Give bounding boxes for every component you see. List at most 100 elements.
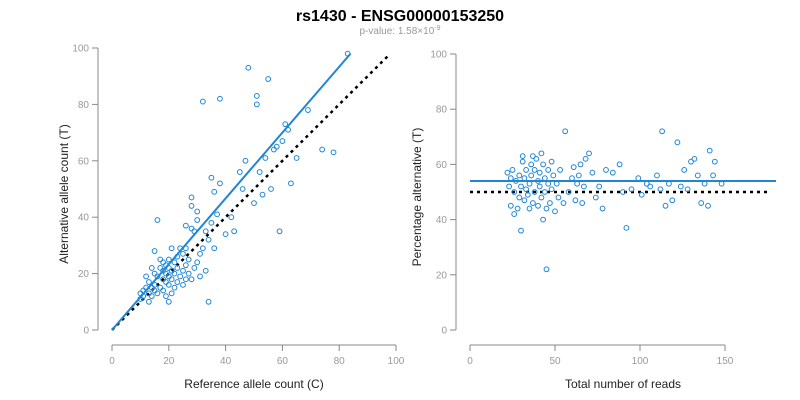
data-point xyxy=(276,228,283,235)
data-point xyxy=(208,174,215,181)
data-point xyxy=(603,167,609,173)
data-point xyxy=(279,138,286,144)
data-point xyxy=(684,186,691,193)
data-point xyxy=(171,270,178,277)
data-point xyxy=(242,157,249,164)
data-point xyxy=(163,293,169,300)
data-point xyxy=(666,180,672,187)
data-point xyxy=(177,245,184,252)
data-point xyxy=(519,153,526,160)
data-point xyxy=(194,217,201,223)
x-tick-label: 100 xyxy=(388,356,405,367)
data-point xyxy=(511,211,518,217)
reference-line xyxy=(111,55,389,331)
data-point xyxy=(253,101,260,108)
data-point xyxy=(163,279,169,285)
data-point xyxy=(698,200,705,206)
data-point xyxy=(180,250,186,257)
data-point xyxy=(511,189,518,195)
data-point xyxy=(168,245,175,252)
data-point xyxy=(643,180,650,187)
data-point xyxy=(635,175,642,182)
data-point xyxy=(194,259,201,266)
data-point xyxy=(518,227,524,234)
x-tick-label: 150 xyxy=(717,356,734,367)
y-tick-label: 100 xyxy=(72,44,89,55)
data-point xyxy=(273,143,280,150)
data-point xyxy=(677,183,684,190)
data-point xyxy=(523,167,529,173)
data-point xyxy=(174,253,181,260)
data-point xyxy=(185,256,192,263)
y-axis-label: Percentage alternative (T) xyxy=(410,128,424,267)
data-point xyxy=(197,273,203,280)
data-point xyxy=(137,290,144,297)
data-point xyxy=(171,284,178,291)
data-point xyxy=(205,236,212,243)
data-point xyxy=(265,76,272,82)
data-point xyxy=(507,202,514,209)
data-point xyxy=(154,273,161,280)
p-value-text: p-value: 1.58×10 xyxy=(359,26,434,37)
data-point xyxy=(143,273,149,280)
data-point xyxy=(521,197,528,204)
data-point xyxy=(253,93,260,99)
data-point xyxy=(541,189,548,195)
data-point xyxy=(616,161,623,168)
data-point xyxy=(572,197,579,204)
data-point xyxy=(177,273,184,280)
fit-line xyxy=(111,52,352,331)
data-point xyxy=(589,169,596,176)
x-tick-label: 60 xyxy=(277,356,289,367)
y-axis-label: Alternative allele count (T) xyxy=(57,124,71,263)
data-point xyxy=(217,95,223,102)
data-point xyxy=(507,175,514,182)
data-point xyxy=(552,208,558,215)
data-point xyxy=(620,189,626,195)
data-point xyxy=(228,214,235,221)
data-point xyxy=(245,64,252,71)
data-point xyxy=(538,194,545,201)
data-point xyxy=(516,172,523,179)
data-point xyxy=(545,167,552,173)
data-point xyxy=(516,194,523,201)
data-point xyxy=(524,191,531,198)
data-point xyxy=(154,290,161,297)
data-point xyxy=(160,259,167,266)
data-point xyxy=(182,276,189,283)
p-value-exponent: -9 xyxy=(434,25,440,32)
data-point xyxy=(182,222,189,229)
data-point xyxy=(199,245,206,252)
y-tick-label: 20 xyxy=(436,270,448,281)
data-point xyxy=(157,265,164,271)
data-point xyxy=(165,298,172,305)
data-point xyxy=(211,245,218,252)
data-point xyxy=(319,146,326,153)
y-tick-label: 0 xyxy=(441,326,447,337)
data-point xyxy=(151,281,158,288)
data-point xyxy=(694,172,701,179)
data-point xyxy=(530,153,536,160)
data-point xyxy=(528,161,535,168)
data-point xyxy=(157,256,164,263)
data-point xyxy=(285,126,291,133)
data-point xyxy=(579,200,586,206)
data-point xyxy=(681,167,688,173)
data-point xyxy=(211,188,218,195)
data-point xyxy=(565,189,572,195)
data-point xyxy=(526,205,533,212)
x-tick-label: 0 xyxy=(109,356,115,367)
data-point xyxy=(509,167,516,173)
data-point xyxy=(531,189,538,195)
data-point xyxy=(654,172,660,179)
x-axis-label: Total number of reads xyxy=(565,377,681,391)
data-point xyxy=(182,262,189,269)
data-point xyxy=(691,155,698,162)
right-panel: 0 50 100 150 0 20 40 60 80 100 Total number of rea… xyxy=(410,50,776,391)
data-point xyxy=(706,147,713,154)
data-point xyxy=(647,183,654,190)
data-point xyxy=(191,265,198,271)
y-tick-label: 80 xyxy=(436,105,448,116)
data-point xyxy=(157,284,164,291)
data-point xyxy=(330,149,337,156)
